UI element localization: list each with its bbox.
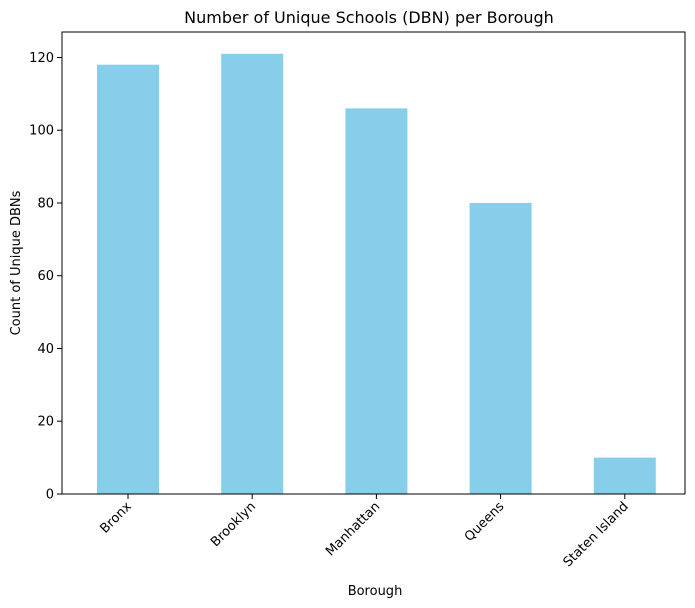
x-axis-label: Borough	[348, 584, 403, 599]
bar-bronx	[97, 64, 159, 494]
y-tick-label: 120	[29, 51, 54, 66]
x-tick-label: Brooklyn	[208, 499, 259, 550]
y-tick-label: 20	[37, 415, 54, 430]
bars-group	[97, 53, 656, 495]
y-tick-label: 40	[37, 342, 54, 357]
x-tick-label: Bronx	[97, 499, 135, 537]
y-axis-label: Count of Unique DBNs	[9, 190, 24, 335]
y-tick-label: 80	[37, 197, 54, 212]
chart-title: Number of Unique Schools (DBN) per Borou…	[184, 8, 554, 27]
y-tick-label: 0	[46, 488, 54, 503]
bar-staten-island	[593, 457, 656, 494]
y-tick-label: 100	[29, 124, 54, 139]
y-tick-label: 60	[37, 269, 54, 284]
x-axis: Bronx Brooklyn Manhattan Queens Staten Islan…	[97, 494, 632, 570]
bar-queens	[469, 203, 532, 494]
x-tick-label: Queens	[462, 499, 508, 545]
plot-frame	[61, 31, 686, 495]
bar-brooklyn	[221, 53, 284, 495]
y-axis: 0 20 40 60 80 100 120	[29, 51, 62, 503]
x-tick-label: Manhattan	[323, 499, 383, 559]
bar-manhattan	[345, 108, 408, 495]
x-tick-label: Staten Island	[561, 499, 632, 570]
